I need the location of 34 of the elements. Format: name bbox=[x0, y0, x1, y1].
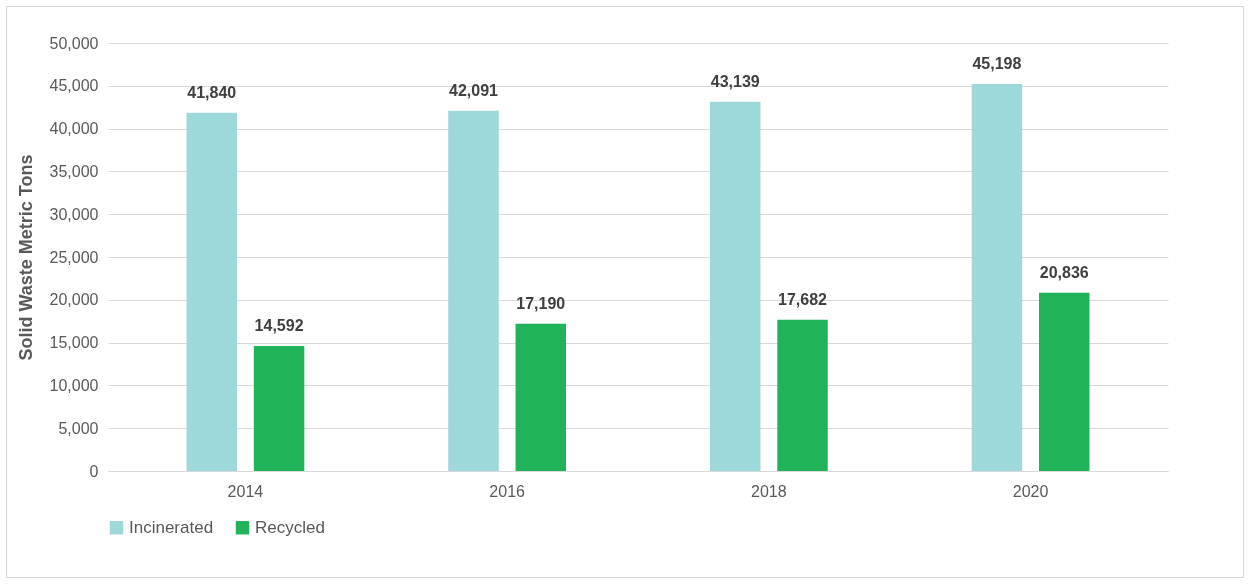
y-tick-label: 50,000 bbox=[49, 34, 99, 52]
y-tick-label: 5,000 bbox=[58, 419, 99, 437]
x-tick-label: 2014 bbox=[227, 482, 264, 500]
data-label: 42,091 bbox=[449, 81, 499, 99]
bar bbox=[971, 84, 1023, 471]
bar bbox=[253, 346, 305, 471]
data-label: 41,840 bbox=[187, 83, 237, 101]
bar bbox=[777, 319, 828, 471]
y-tick-label: 30,000 bbox=[49, 205, 99, 223]
y-tick-label: 45,000 bbox=[49, 77, 99, 95]
y-tick-label: 0 bbox=[89, 462, 99, 480]
legend-label: Recycled bbox=[255, 517, 325, 537]
y-tick-label: 10,000 bbox=[49, 376, 99, 394]
x-tick-label: 2016 bbox=[489, 482, 526, 500]
data-label: 20,836 bbox=[1039, 263, 1089, 281]
x-tick-label: 2020 bbox=[1012, 482, 1049, 500]
bar bbox=[515, 323, 567, 471]
data-label: 14,592 bbox=[254, 317, 304, 335]
bar bbox=[709, 101, 761, 471]
bar bbox=[1039, 292, 1090, 471]
y-tick-label: 35,000 bbox=[49, 162, 99, 180]
y-tick-label: 20,000 bbox=[49, 291, 99, 309]
y-tick-label: 25,000 bbox=[49, 248, 99, 266]
bar bbox=[448, 110, 499, 471]
y-tick-label: 15,000 bbox=[49, 334, 99, 352]
data-label: 17,190 bbox=[516, 294, 566, 312]
data-label: 43,139 bbox=[710, 72, 760, 90]
x-tick-label: 2018 bbox=[751, 482, 787, 500]
y-axis-title: Solid Waste Metric Tons bbox=[15, 154, 36, 361]
data-label: 17,682 bbox=[778, 290, 828, 308]
legend-label: Incinerated bbox=[129, 517, 214, 537]
y-tick-label: 40,000 bbox=[49, 120, 99, 138]
bar bbox=[186, 112, 237, 471]
data-label: 45,198 bbox=[972, 55, 1022, 73]
